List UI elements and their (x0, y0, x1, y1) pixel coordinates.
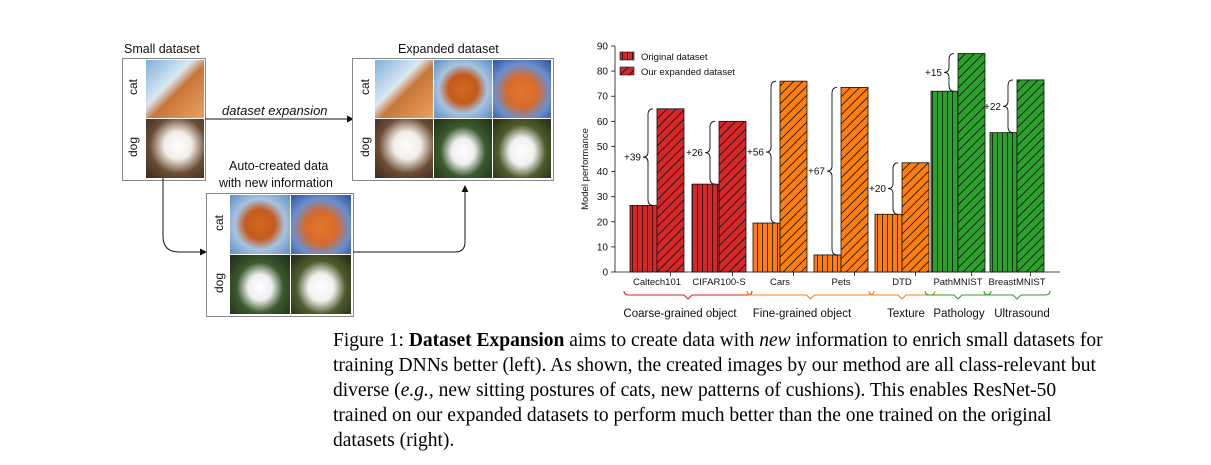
group-bracket (623, 290, 753, 300)
x-tick-label: CIFAR100-S (692, 277, 745, 288)
bar-expanded-hatch (1017, 79, 1044, 273)
cat-image (375, 60, 433, 118)
row-label-cat: cat (126, 79, 140, 96)
bar-original-hatch (875, 214, 902, 272)
gain-brace (826, 86, 838, 256)
generated-cat-image (493, 60, 551, 118)
row-label-dog: dog (358, 136, 372, 158)
legend-label: Original dataset (641, 52, 708, 63)
gain-label: +15 (925, 68, 942, 79)
dataset-expansion-label: dataset expansion (222, 103, 328, 118)
expansion-arrow (205, 115, 354, 123)
bar-original-hatch (990, 132, 1017, 272)
legend-swatch-hatch (620, 67, 634, 75)
row-label-dog: dog (126, 136, 140, 158)
gain-brace (642, 108, 654, 206)
generated-cat-image (434, 60, 492, 118)
group-bracket (746, 290, 875, 300)
y-tick-label: 30 (597, 192, 609, 203)
x-tick-label: Cars (770, 277, 790, 288)
caption-italic: new (759, 330, 791, 351)
group-bracket (868, 290, 936, 300)
caption-eg: e.g., (400, 380, 434, 401)
bar-expanded-hatch (958, 53, 985, 273)
flow-connectors (162, 178, 469, 256)
gain-label: +22 (984, 102, 1001, 113)
auto-created-title-line2: with new information (219, 176, 333, 190)
y-tick-label: 0 (602, 268, 608, 279)
row-label-cat: cat (358, 79, 372, 96)
y-tick-label: 50 (597, 142, 609, 153)
y-tick-label: 80 (597, 67, 609, 78)
generated-dog-image (291, 255, 351, 314)
expanded-dataset-title: Expanded dataset (398, 42, 499, 56)
gain-label: +39 (624, 153, 641, 164)
x-tick-label: DTD (892, 277, 912, 288)
dog-image (146, 119, 204, 178)
generated-dog-image (434, 119, 492, 178)
legend-swatch-hatch (620, 52, 634, 60)
bar-original-hatch (630, 205, 657, 272)
gain-brace (887, 162, 899, 215)
bar-original-hatch (753, 223, 780, 272)
y-tick-label: 60 (597, 117, 609, 128)
gain-brace (1002, 79, 1014, 134)
bar-original-hatch (931, 91, 958, 272)
bar-expanded-hatch (902, 162, 929, 272)
group-bracket (924, 290, 992, 300)
y-axis-label: Model performance (580, 128, 591, 210)
bar-expanded-hatch (657, 108, 684, 273)
gain-brace (943, 53, 955, 92)
gain-label: +20 (869, 184, 886, 195)
gain-label: +26 (686, 148, 703, 159)
gain-label: +67 (808, 167, 825, 178)
caption-text-3: new sitting postures of cats, new patter… (333, 380, 1057, 451)
y-tick-label: 40 (597, 167, 609, 178)
group-label: Fine-grained object (753, 308, 852, 320)
row-label-dog: dog (212, 272, 226, 294)
gain-brace (765, 80, 777, 224)
dog-image (375, 119, 433, 178)
caption-prefix: Figure 1: (333, 330, 409, 351)
generated-cat-image (291, 195, 351, 254)
x-tick-label: Caltech101 (633, 277, 681, 288)
gain-label: +56 (747, 148, 764, 159)
auto-created-title-line1: Auto-created data (229, 159, 329, 173)
group-label: Pathology (933, 308, 984, 320)
caption-text-1: aims to create data with (564, 330, 760, 351)
generated-dog-image (230, 255, 290, 314)
y-tick-label: 70 (597, 92, 609, 103)
cat-image (146, 60, 204, 118)
y-tick-label: 10 (597, 242, 609, 253)
performance-chart: 0 10 20 30 40 50 60 70 80 90 Model performance Calt… (580, 42, 1060, 320)
caption-bold: Dataset Expansion (408, 330, 565, 351)
bar-expanded-hatch (780, 81, 807, 273)
generated-cat-image (230, 195, 290, 254)
y-tick-label: 20 (597, 217, 609, 228)
x-tick-label: BreastMNIST (988, 277, 1045, 288)
bar-original-hatch (814, 254, 841, 272)
bar-expanded-hatch (719, 121, 746, 272)
gain-brace (704, 120, 716, 185)
group-label: Ultrasound (994, 308, 1050, 320)
bar-expanded-hatch (841, 87, 868, 272)
figure-caption: Figure 1: Dataset Expansion aims to crea… (333, 328, 1113, 453)
group-label: Texture (887, 308, 925, 320)
generated-dog-image (493, 119, 551, 178)
small-dataset-title: Small dataset (124, 42, 200, 56)
x-tick-label: Pets (831, 277, 850, 288)
bar-original-hatch (692, 184, 719, 272)
y-tick-label: 90 (597, 42, 609, 53)
group-label: Coarse-grained object (623, 308, 737, 320)
x-tick-label: PathMNIST (933, 277, 982, 288)
group-bracket (983, 290, 1051, 300)
legend-label: Our expanded dataset (641, 67, 735, 78)
caption-text-2: information to enrich small datasets for… (333, 330, 1103, 401)
